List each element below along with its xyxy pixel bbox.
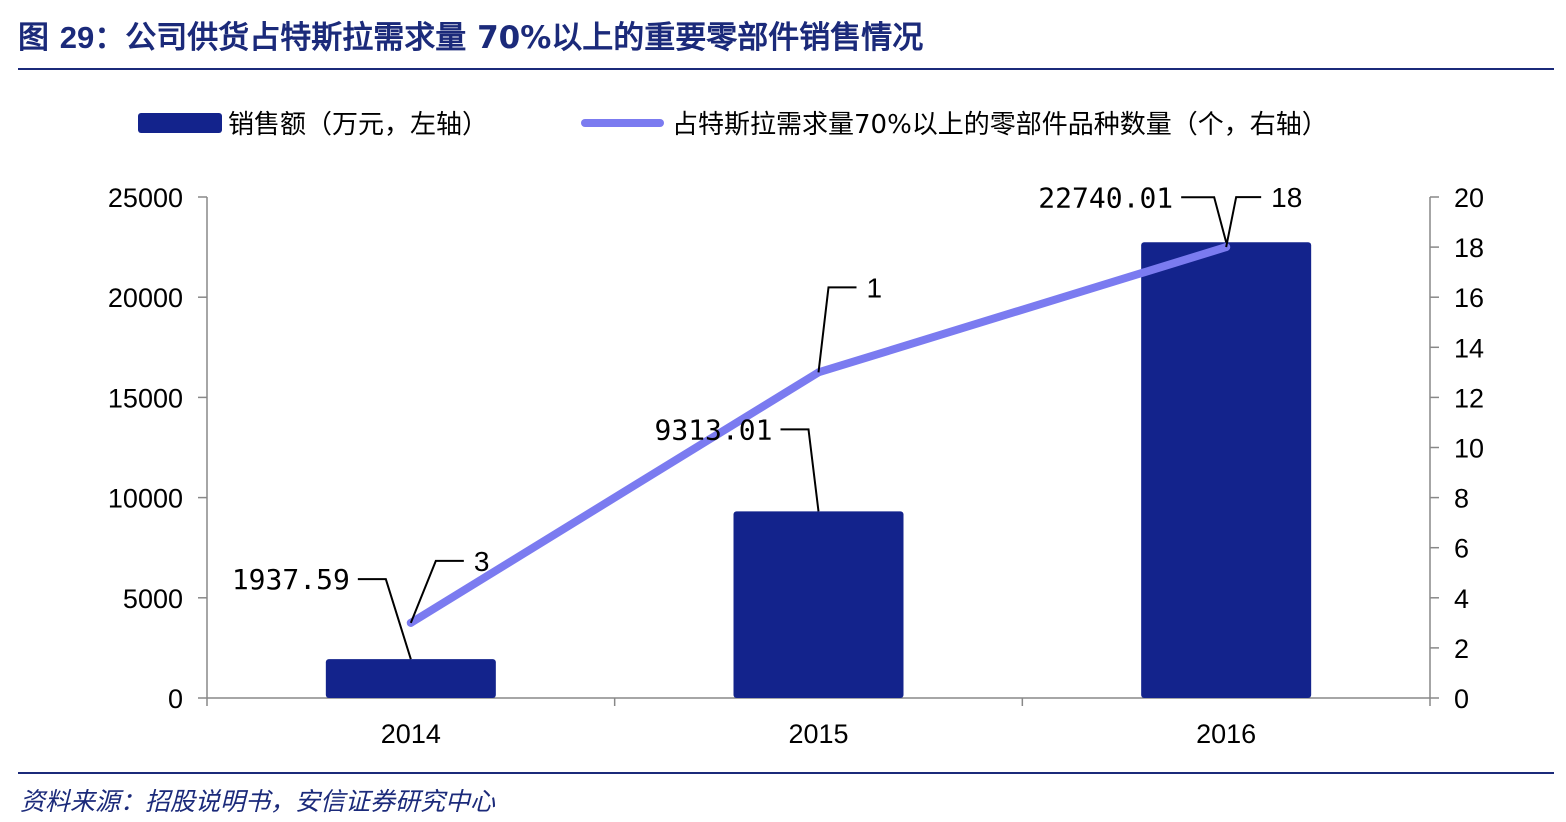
bar-2014 — [325, 659, 496, 698]
chart: 0 5000 10000 15000 20000 25000 0 2 4 6 8 10 12 14 16 18… — [108, 110, 1484, 749]
left-axis-tick-label: 0 — [168, 684, 183, 714]
line-data-label: 1 — [867, 272, 883, 303]
right-axis-tick-label: 4 — [1454, 584, 1469, 614]
right-axis-tick-label: 14 — [1454, 333, 1484, 363]
bar-label-leader — [780, 428, 820, 512]
figure-title-prefix: 图 — [18, 20, 60, 56]
legend-swatch-bar — [138, 113, 222, 133]
right-axis-tick-label: 2 — [1454, 634, 1469, 664]
figure-title: 图 29：公司供货占特斯拉需求量 70%以上的重要零部件销售情况 — [18, 12, 1558, 57]
line-label-leader — [409, 559, 464, 624]
figure-title-text: ：公司供货占特斯拉需求量 70%以上的重要零部件销售情况 — [94, 20, 924, 56]
right-axis-tick-label: 8 — [1454, 484, 1469, 514]
line-data-label: 3 — [474, 546, 490, 577]
bar-label-leader — [357, 578, 412, 660]
right-axis-tick-label: 18 — [1454, 233, 1484, 263]
source-divider — [18, 772, 1554, 774]
line-label-leader — [817, 286, 857, 373]
bar-2015 — [733, 511, 904, 698]
bar-data-label: 22740.01 — [1038, 181, 1173, 214]
legend-label-bar: 销售额（万元，左轴） — [228, 110, 488, 140]
left-axis-tick-label: 20000 — [108, 283, 183, 313]
source-note: 资料来源：招股说明书，安信证券研究中心 — [20, 787, 496, 816]
right-axis-tick-label: 12 — [1454, 383, 1484, 413]
x-axis-tick-label: 2015 — [788, 719, 848, 749]
left-axis-tick-label: 25000 — [108, 183, 183, 213]
left-axis-tick-label: 15000 — [108, 383, 183, 413]
x-axis-tick-label: 2016 — [1196, 719, 1256, 749]
right-axis-tick-label: 16 — [1454, 283, 1484, 313]
line-label-leader — [1225, 196, 1262, 248]
x-axis-tick-label: 2014 — [381, 719, 441, 749]
right-axis-tick-label: 0 — [1454, 684, 1469, 714]
figure-number: 29 — [59, 20, 95, 55]
left-axis-tick-label: 5000 — [123, 584, 183, 614]
title-divider — [18, 68, 1554, 70]
left-axis-tick-label: 10000 — [108, 484, 183, 514]
bar-label-leader — [1181, 196, 1228, 243]
line-data-label: 18 — [1271, 182, 1302, 213]
right-axis-tick-label: 20 — [1454, 183, 1484, 213]
bar-2016 — [1141, 242, 1312, 698]
bar-data-label: 1937.59 — [232, 563, 350, 596]
right-axis-tick-label: 10 — [1454, 434, 1484, 464]
right-axis-tick-label: 6 — [1454, 534, 1469, 564]
bar-data-label: 9313.01 — [654, 413, 772, 446]
legend-label-line: 占特斯拉需求量70%以上的零部件品种数量（个，右轴） — [672, 110, 1328, 140]
